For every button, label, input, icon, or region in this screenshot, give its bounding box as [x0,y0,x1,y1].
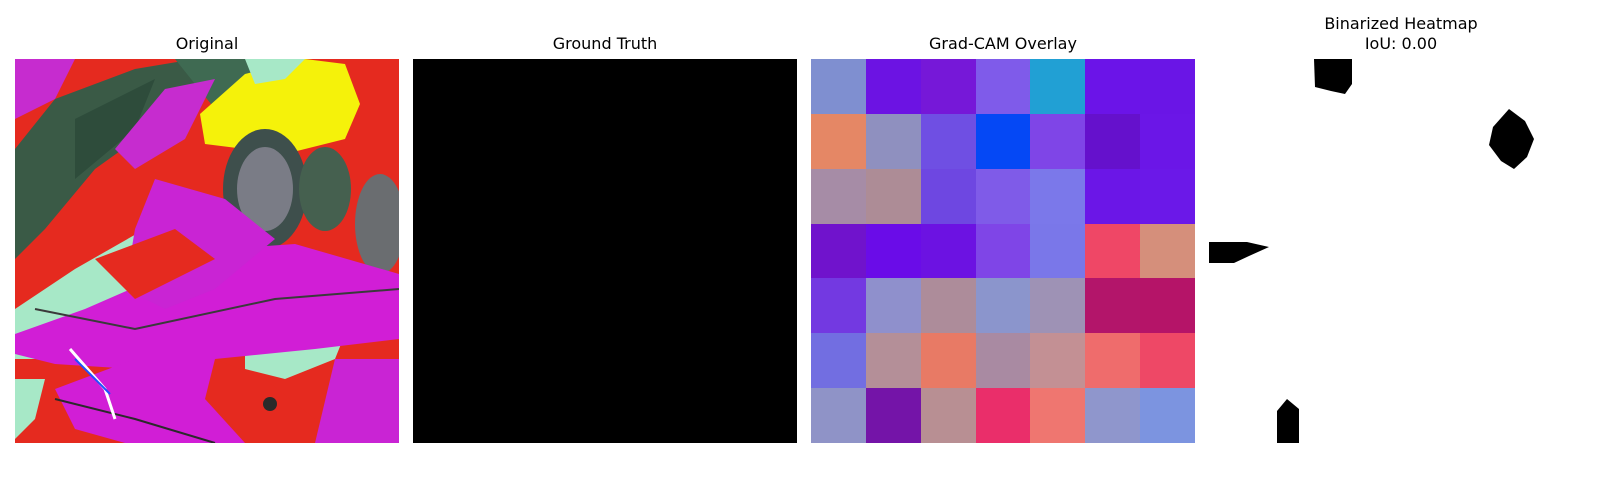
gradcam-cell [811,278,866,334]
binary-blob [1314,59,1352,94]
gradcam-cell [1030,223,1086,279]
gradcam-cell [865,388,921,443]
ground-truth-title: Ground Truth [552,34,658,53]
gradcam-cell [1140,59,1195,114]
gradcam-cell [975,333,1031,389]
gradcam-cell [1140,333,1195,389]
gradcam-panel: Grad-CAM Overlay [811,0,1195,443]
gradcam-cell [811,388,866,443]
ground-truth-mask [413,59,797,443]
gradcam-cell [811,223,866,279]
gradcam-cell [1030,59,1086,114]
gradcam-cell [865,333,921,389]
gradcam-cell [1030,168,1086,224]
gradcam-cell [1030,278,1086,334]
gradcam-cell [811,333,866,389]
gradcam-cell [1030,388,1086,443]
iou-label: IoU: 0.00 [1364,34,1438,53]
gradcam-title: Grad-CAM Overlay [929,34,1077,53]
gradcam-cell [1085,388,1141,443]
gradcam-cell [865,113,921,169]
gradcam-grid [811,59,1195,443]
binary-blob [1209,242,1269,263]
gradcam-cell [865,168,921,224]
gradcam-cell [975,388,1031,443]
gradcam-cell [975,59,1031,114]
gradcam-cell [920,59,976,114]
gradcam-image [811,59,1195,443]
gradcam-cell [811,59,866,114]
gradcam-cell [920,168,976,224]
gradcam-cell [975,223,1031,279]
original-image [15,59,399,443]
gradcam-cell [865,223,921,279]
gradcam-cell [975,168,1031,224]
ground-truth-panel: Ground Truth [413,0,797,443]
gradcam-cell [1085,278,1141,334]
gradcam-cell [1085,223,1141,279]
gradcam-cell [865,278,921,334]
binary-blob [1277,399,1299,443]
original-title: Original [175,34,239,53]
gradcam-cell [1140,113,1195,169]
binarized-title: Binarized Heatmap [1324,14,1478,33]
gradcam-cell [1085,168,1141,224]
gradcam-cell [1140,223,1195,279]
gradcam-cell [811,168,866,224]
gradcam-cell [865,59,921,114]
gradcam-cell [1085,333,1141,389]
binary-blob [1489,109,1534,169]
gradcam-cell [920,333,976,389]
gradcam-cell [1140,168,1195,224]
gradcam-cell [1030,113,1086,169]
gradcam-cell [920,278,976,334]
gradcam-cell [920,388,976,443]
gradcam-cell [1140,388,1195,443]
gradcam-cell [975,278,1031,334]
gradcam-cell [811,113,866,169]
gradcam-cell [920,223,976,279]
gradcam-cell [920,113,976,169]
gradcam-cell [1085,59,1141,114]
gradcam-cell [1030,333,1086,389]
gradcam-cell [1140,278,1195,334]
binarized-image [1209,59,1593,443]
binarized-panel: Binarized Heatmap IoU: 0.00 [1209,0,1593,443]
gradcam-cell [1085,113,1141,169]
original-panel: Original [15,0,399,443]
gradcam-cell [975,113,1031,169]
